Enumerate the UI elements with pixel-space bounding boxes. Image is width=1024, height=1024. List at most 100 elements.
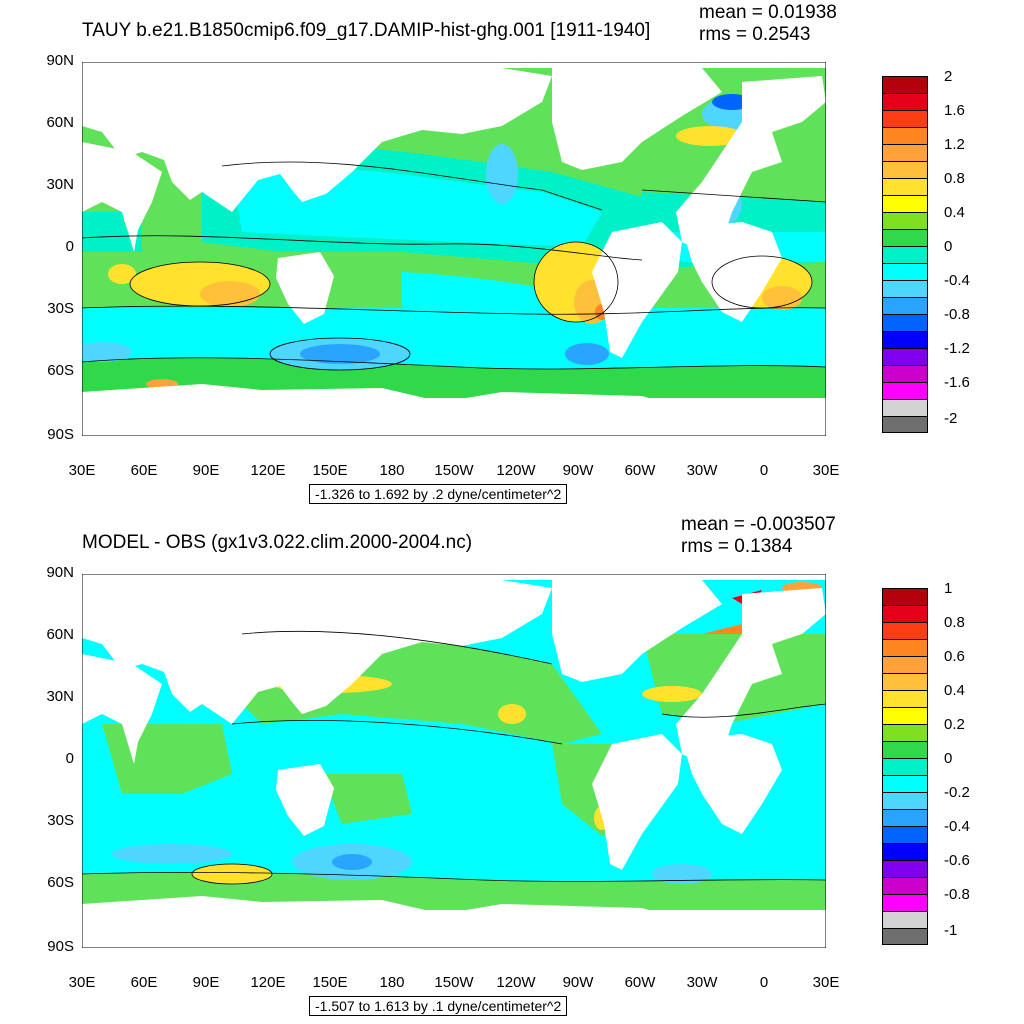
lat-label: 90S	[47, 938, 74, 955]
lon-label: 90E	[192, 462, 220, 479]
colorbar-swatch	[882, 622, 928, 639]
colorbar-label: 0.2	[944, 716, 965, 733]
colorbar-swatch	[882, 758, 928, 775]
lon-label: 150E	[312, 462, 348, 479]
lon-label: 90E	[192, 974, 220, 991]
lon-label: 0	[759, 462, 769, 479]
colorbar-label: 1.6	[944, 102, 965, 119]
colorbar-label: -0.4	[944, 818, 970, 835]
panel-title: TAUY b.e21.B1850cmip6.f09_g17.DAMIP-hist…	[82, 20, 651, 41]
colorbar-swatch	[882, 826, 928, 843]
lat-label: 90N	[46, 564, 74, 581]
mean-label: mean = 0.01938	[699, 2, 837, 23]
colorbar-swatch	[882, 127, 928, 144]
colorbar-label: 1.2	[944, 136, 965, 153]
colorbar-swatch	[882, 280, 928, 297]
colorbar-swatch	[882, 365, 928, 382]
rms-label: rms = 0.1384	[681, 536, 793, 557]
lon-label: 30W	[686, 462, 718, 479]
colorbar-label: 2	[944, 68, 953, 85]
lon-label: 0	[759, 974, 769, 991]
colorbar-label: -0.2	[944, 784, 970, 801]
colorbar-swatch	[882, 263, 928, 280]
lon-label: 90W	[562, 462, 594, 479]
colorbar-swatch	[882, 246, 928, 263]
colorbar-swatch	[882, 416, 928, 433]
contour-info-box: -1.507 to 1.613 by .1 dyne/centimeter^2	[309, 996, 568, 1016]
lon-label: 60E	[130, 974, 158, 991]
colorbar-swatch	[882, 110, 928, 127]
map-panel-top: TAUY b.e21.B1850cmip6.f09_g17.DAMIP-hist…	[46, 2, 970, 504]
colorbar-label: 0.8	[944, 170, 965, 187]
colorbar-label: -2	[944, 410, 958, 427]
lat-label: 30S	[47, 300, 74, 317]
colorbar-swatch	[882, 161, 928, 178]
colorbar-swatch	[882, 195, 928, 212]
map-panel-bottom: MODEL - OBS (gx1v3.022.clim.2000-2004.nc…	[0, 512, 1024, 1024]
colorbar-swatch	[882, 605, 928, 622]
map-plot-area	[82, 574, 826, 948]
lon-label: 60W	[624, 974, 656, 991]
colorbar-swatch	[882, 212, 928, 229]
colorbar-swatch	[882, 860, 928, 877]
colorbar-swatch	[882, 229, 928, 246]
colorbar-swatch	[882, 639, 928, 656]
lon-label: 150E	[312, 974, 348, 991]
colorbar-label: 0	[944, 238, 953, 255]
contour-info-box: -1.326 to 1.692 by .2 dyne/centimeter^2	[309, 484, 568, 504]
colorbar-label: -0.8	[944, 306, 970, 323]
lon-label: 60W	[624, 462, 656, 479]
lon-label: 30E	[812, 974, 840, 991]
colorbar-swatch	[882, 928, 928, 945]
colorbar	[882, 588, 928, 945]
lon-label: 120W	[496, 974, 536, 991]
colorbar-swatch	[882, 76, 928, 93]
lon-label: 180	[379, 974, 405, 991]
lon-label: 150W	[434, 462, 474, 479]
lat-label: 90N	[46, 52, 74, 69]
colorbar-swatch	[882, 894, 928, 911]
colorbar-swatch	[882, 331, 928, 348]
lon-label: 120E	[250, 462, 286, 479]
lat-label: 60N	[46, 626, 74, 643]
colorbar-swatch	[882, 792, 928, 809]
map-plot-area	[82, 62, 826, 436]
rms-label: rms = 0.2543	[699, 24, 811, 45]
colorbar-swatch	[882, 809, 928, 826]
lon-label: 90W	[562, 974, 594, 991]
lon-label: 30E	[812, 462, 840, 479]
colorbar-label: -0.6	[944, 852, 970, 869]
lat-label: 30N	[46, 176, 74, 193]
lat-label: 0	[65, 238, 74, 255]
lon-label: 60E	[130, 462, 158, 479]
colorbar-label: 0.8	[944, 614, 965, 631]
colorbar-swatch	[882, 348, 928, 365]
colorbar-swatch	[882, 656, 928, 673]
colorbar-swatch	[882, 399, 928, 416]
colorbar-swatch	[882, 178, 928, 195]
lat-label: 30N	[46, 688, 74, 705]
colorbar-swatch	[882, 690, 928, 707]
map-field	[82, 62, 826, 436]
lon-label: 30W	[686, 974, 718, 991]
colorbar-swatch	[882, 673, 928, 690]
colorbar-swatch	[882, 724, 928, 741]
map-field	[82, 574, 826, 948]
colorbar-label: 0.4	[944, 204, 965, 221]
lat-label: 30S	[47, 812, 74, 829]
lon-label: 150W	[434, 974, 474, 991]
colorbar-label: 1	[944, 580, 953, 597]
colorbar-swatch	[882, 877, 928, 894]
colorbar-swatch	[882, 843, 928, 860]
lat-label: 60N	[46, 114, 74, 131]
colorbar	[882, 76, 928, 433]
colorbar-swatch	[882, 588, 928, 605]
lat-label: 0	[65, 750, 74, 767]
colorbar-swatch	[882, 314, 928, 331]
colorbar-swatch	[882, 741, 928, 758]
lat-label: 60S	[47, 874, 74, 891]
lon-label: 120W	[496, 462, 536, 479]
lat-label: 90S	[47, 426, 74, 443]
colorbar-label: -0.4	[944, 272, 970, 289]
lon-label: 120E	[250, 974, 286, 991]
